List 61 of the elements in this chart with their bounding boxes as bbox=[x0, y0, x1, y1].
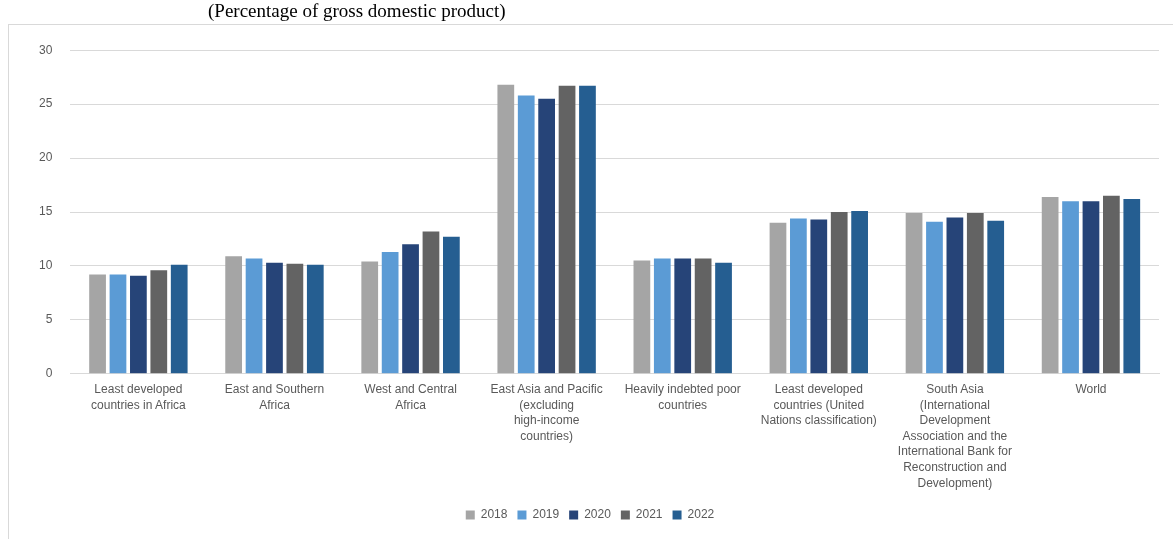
bar bbox=[946, 217, 964, 374]
bar bbox=[225, 256, 243, 374]
legend-label: 2021 bbox=[635, 507, 663, 522]
bar bbox=[830, 212, 848, 374]
bar bbox=[966, 213, 984, 374]
bar bbox=[1082, 201, 1100, 374]
bar bbox=[1041, 196, 1059, 374]
bar bbox=[422, 231, 440, 374]
x-tick-label: Heavily indebted poor countries bbox=[624, 381, 741, 412]
bar bbox=[905, 213, 923, 374]
bar bbox=[443, 236, 460, 374]
x-tick-label: East and Southern Africa bbox=[224, 381, 325, 412]
bar bbox=[497, 84, 515, 374]
legend-label: 2019 bbox=[532, 507, 560, 522]
bar bbox=[851, 210, 868, 374]
bar bbox=[89, 274, 106, 374]
x-tick-label: West and Central Africa bbox=[364, 381, 457, 412]
bar bbox=[245, 258, 263, 374]
bar bbox=[286, 263, 304, 374]
bar bbox=[266, 262, 283, 374]
bar bbox=[402, 244, 419, 374]
bar bbox=[1123, 199, 1141, 374]
bar bbox=[810, 219, 828, 374]
x-tick-label: East Asia and Pacific (excluding high-income countries) bbox=[490, 381, 603, 443]
bar bbox=[653, 258, 671, 374]
chart-title: (Percentage of gross domestic product) bbox=[208, 0, 506, 22]
bar bbox=[109, 274, 127, 374]
bar bbox=[715, 262, 732, 374]
bar bbox=[579, 85, 596, 374]
bar bbox=[1103, 195, 1120, 374]
bar bbox=[170, 264, 188, 374]
y-tick-label: 5 bbox=[45, 312, 53, 327]
bar bbox=[558, 85, 576, 374]
x-tick-label: Least developed countries (United Nations classification) bbox=[760, 381, 877, 428]
bar bbox=[306, 264, 324, 374]
bar bbox=[130, 275, 147, 374]
bar bbox=[790, 218, 807, 374]
legend-label: 2022 bbox=[687, 507, 715, 522]
bar bbox=[633, 260, 651, 374]
bar bbox=[361, 261, 379, 374]
y-tick-label: 10 bbox=[38, 258, 53, 273]
y-tick-label: 15 bbox=[38, 204, 53, 219]
y-tick-label: 25 bbox=[38, 96, 53, 111]
bar bbox=[769, 222, 787, 374]
bar bbox=[538, 98, 555, 374]
y-tick-label: 0 bbox=[45, 366, 53, 381]
legend-label: 2020 bbox=[584, 507, 612, 522]
y-tick-label: 20 bbox=[38, 150, 53, 165]
bar bbox=[517, 95, 535, 374]
x-tick-label: South Asia (International Development Association and the International Bank for Reconstruction and Development) bbox=[897, 381, 1012, 490]
x-tick-label: World bbox=[1075, 381, 1107, 396]
bar bbox=[694, 258, 712, 374]
legend-label: 2018 bbox=[480, 507, 508, 522]
bar bbox=[674, 258, 692, 374]
x-tick-label: Least developed countries in Africa bbox=[91, 381, 187, 412]
bar bbox=[150, 270, 168, 374]
bar bbox=[926, 221, 943, 374]
y-tick-label: 30 bbox=[38, 42, 53, 57]
bar bbox=[381, 251, 399, 374]
bar bbox=[1062, 201, 1079, 374]
bar bbox=[987, 220, 1005, 374]
